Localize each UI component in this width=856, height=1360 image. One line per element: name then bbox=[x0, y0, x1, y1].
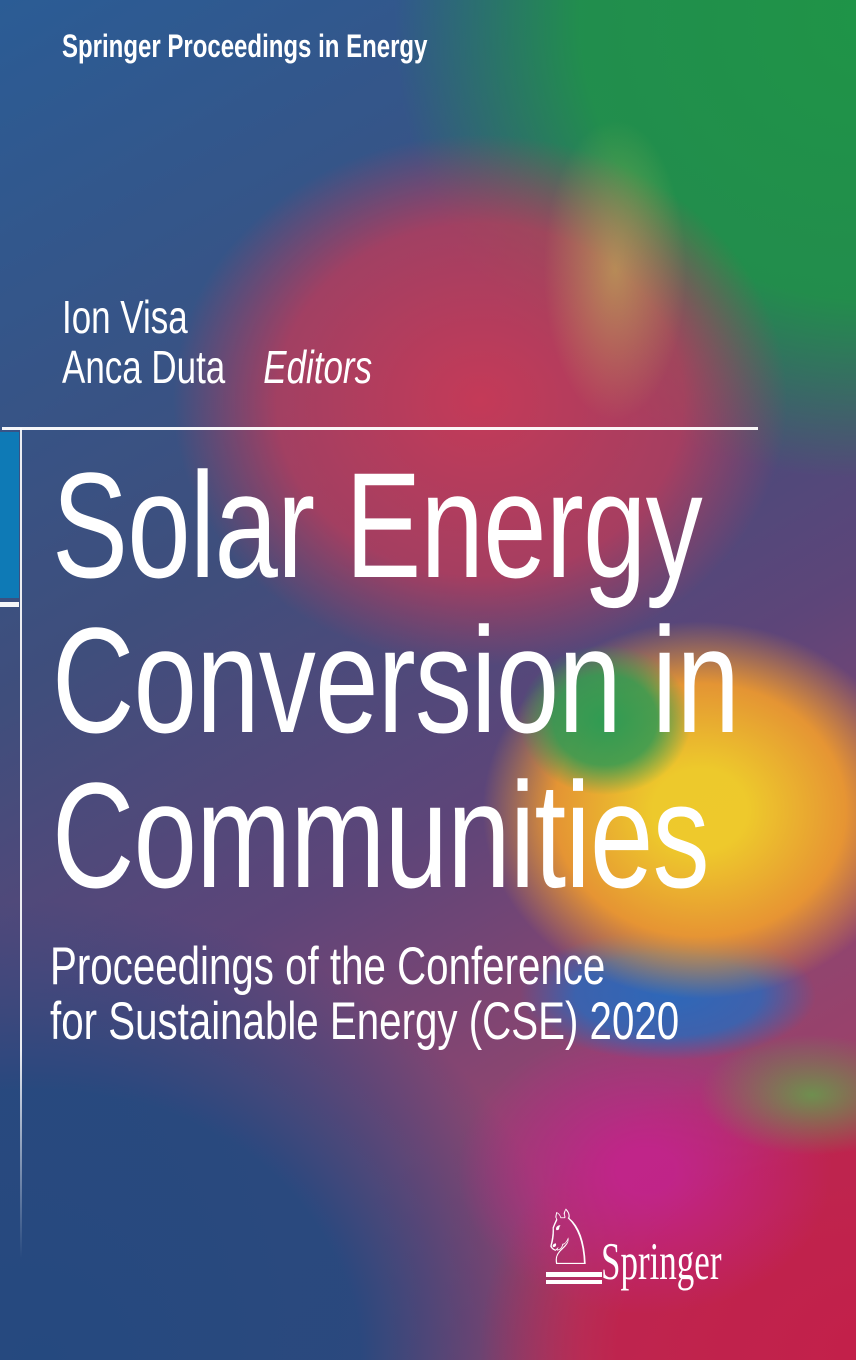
series-title: Springer Proceedings in Energy bbox=[62, 28, 428, 64]
book-subtitle-line-2: for Sustainable Energy (CSE) 2020 bbox=[50, 992, 680, 1051]
book-title-line-1: Solar Energy bbox=[52, 441, 703, 609]
book-title: Solar Energy Conversion in Communities bbox=[52, 441, 740, 919]
editor-name-1: Ion Visa bbox=[62, 291, 188, 343]
springer-horse-knight-icon: ♘ bbox=[540, 1193, 596, 1282]
book-subtitle: Proceedings of the Conference for Sustai… bbox=[50, 939, 679, 1049]
accent-bar bbox=[0, 432, 19, 598]
divider-rule-horizontal bbox=[2, 427, 758, 430]
book-subtitle-line-1: Proceedings of the Conference bbox=[50, 937, 606, 996]
accent-bar-underline bbox=[0, 602, 19, 607]
springer-logo: ♘ Springer bbox=[540, 1200, 800, 1310]
editors-block: Ion Visa Anca Duta Editors bbox=[62, 292, 372, 392]
book-title-line-2: Conversion in bbox=[52, 596, 740, 764]
editors-label: Editors bbox=[263, 341, 373, 393]
editor-name-2: Anca Duta Editors bbox=[62, 341, 373, 393]
book-title-line-3: Communities bbox=[52, 751, 710, 919]
springer-wordmark: Springer bbox=[601, 1233, 722, 1291]
divider-rule-vertical bbox=[20, 428, 22, 1258]
springer-logo-baseline-2 bbox=[546, 1280, 602, 1284]
springer-logo-baseline-1 bbox=[546, 1272, 602, 1277]
